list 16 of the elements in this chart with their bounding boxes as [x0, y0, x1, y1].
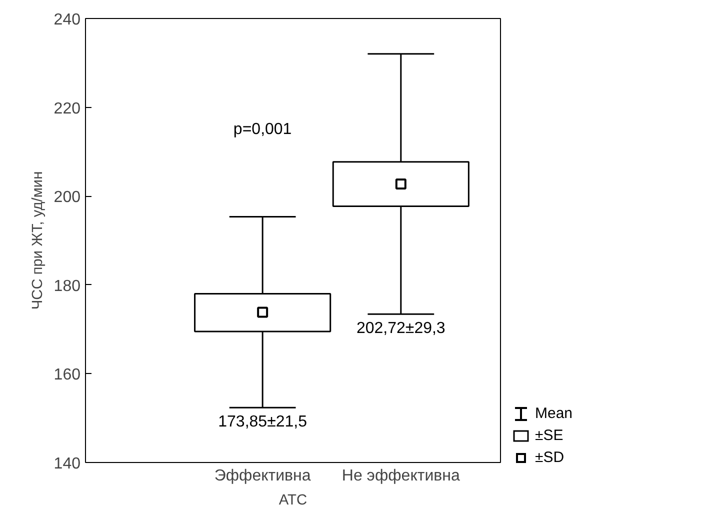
annotation: p=0,001 — [233, 121, 292, 138]
y-tick-label: 160 — [54, 366, 81, 384]
text: Mean — [535, 404, 573, 424]
y-tick-label: 240 — [54, 12, 81, 28]
y-axis-title: ЧСС при ЖТ, уд/мин — [30, 171, 46, 310]
x-axis-title: АТС — [278, 492, 308, 508]
y-tick-label: 180 — [54, 278, 81, 295]
x-tick-label: Эффективна — [214, 468, 311, 484]
y-tick-label: 220 — [54, 100, 81, 118]
x-tick-label: Не эффективна — [342, 468, 460, 484]
y-tick-label: 140 — [54, 456, 81, 472]
annotation: 173,85±21,5 — [218, 414, 308, 431]
annotation: 202,72±29,3 — [356, 320, 446, 338]
y-tick-label: 200 — [54, 189, 81, 206]
text: ±SD — [535, 448, 564, 468]
text: ±SE — [535, 426, 564, 446]
